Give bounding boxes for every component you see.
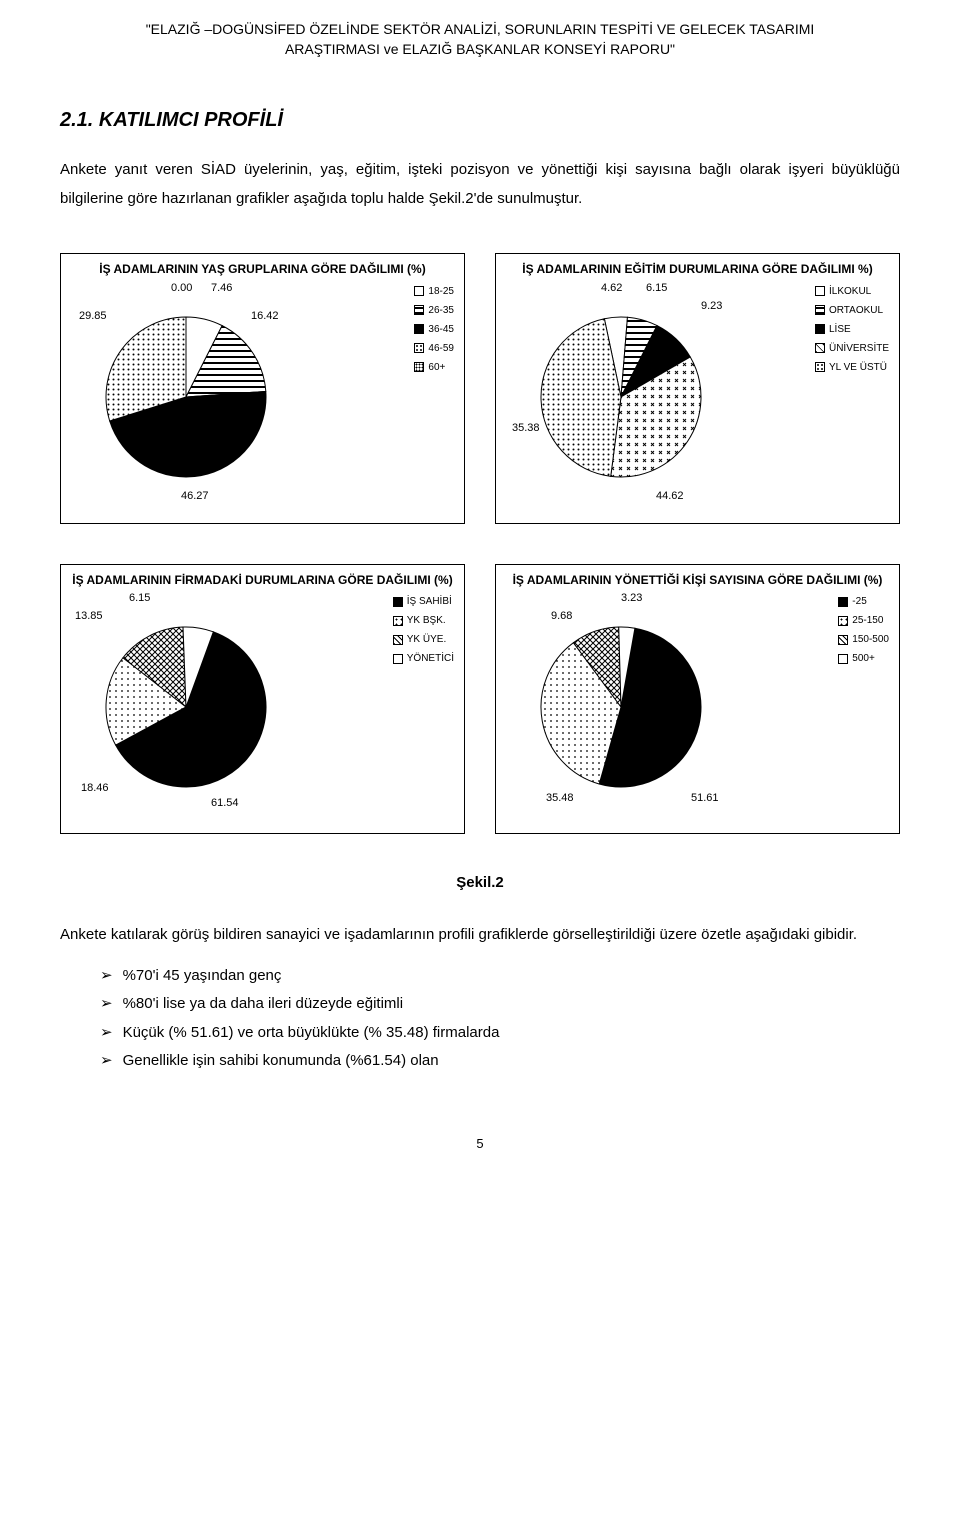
chart-edu: İŞ ADAMLARININ EĞİTİM DURUMLARINA GÖRE D…: [495, 253, 900, 524]
chart-age: İŞ ADAMLARININ YAŞ GRUPLARINA GÖRE DAĞIL…: [60, 253, 465, 524]
chart-edu-legend: İLKOKUL ORTAOKUL LİSE ÜNİVERSİTE YL VE Ü…: [815, 282, 889, 377]
chart-size-legend: -25 25-150 150-500 500+: [838, 592, 889, 668]
size-label-25-150: 35.48: [546, 792, 574, 804]
charts-row-2: İŞ ADAMLARININ FİRMADAKİ DURUMLARINA GÖR…: [60, 564, 900, 835]
chart-firm: İŞ ADAMLARININ FİRMADAKİ DURUMLARINA GÖR…: [60, 564, 465, 835]
edu-label-lise: 9.23: [701, 300, 722, 312]
page-number: 5: [60, 1136, 900, 1151]
bullet-2: %80'i lise ya da daha ileri düzeyde eğit…: [100, 990, 900, 1019]
chart-age-legend: 18-25 26-35 36-45 46-59 60+: [414, 282, 454, 377]
chart-size: İŞ ADAMLARININ YÖNETTİĞİ KİŞİ SAYISINA G…: [495, 564, 900, 835]
age-label-18-25: 7.46: [211, 282, 232, 294]
size-label-150-500: 9.68: [551, 610, 572, 622]
figure-label: Şekil.2: [60, 874, 900, 891]
charts-row-1: İŞ ADAMLARININ YAŞ GRUPLARINA GÖRE DAĞIL…: [60, 253, 900, 524]
header-line2: ARAŞTIRMASI ve ELAZIĞ BAŞKANLAR KONSEYİ …: [60, 40, 900, 60]
edu-label-ilk: 4.62: [601, 282, 622, 294]
header-line1: "ELAZIĞ –DOGÜNSİFED ÖZELİNDE SEKTÖR ANAL…: [60, 20, 900, 40]
bullet-1: %70'i 45 yaşından genç: [100, 962, 900, 991]
chart-firm-legend: İŞ SAHİBİ YK BŞK. YK ÜYE. YÖNETİCİ: [393, 592, 454, 668]
pie-size-svg: [506, 592, 736, 817]
chart-firm-title: İŞ ADAMLARININ FİRMADAKİ DURUMLARINA GÖR…: [71, 573, 454, 589]
summary-para: Ankete katılarak görüş bildiren sanayici…: [60, 921, 900, 950]
firm-label-ykuye: 13.85: [75, 610, 103, 622]
section-heading: 2.1. KATILIMCI PROFİLİ: [60, 109, 900, 132]
chart-age-title: İŞ ADAMLARININ YAŞ GRUPLARINA GÖRE DAĞIL…: [71, 262, 454, 278]
firm-label-sahip: 61.54: [211, 797, 239, 809]
size-label-25: 51.61: [691, 792, 719, 804]
summary-bullets: %70'i 45 yaşından genç %80'i lise ya da …: [60, 962, 900, 1076]
age-label-60plus: 0.00: [171, 282, 192, 294]
size-label-500: 3.23: [621, 592, 642, 604]
intro-paragraph: Ankete yanıt veren SİAD üyelerinin, yaş,…: [60, 156, 900, 213]
age-label-26-35: 16.42: [251, 310, 279, 322]
edu-label-yl: 44.62: [656, 490, 684, 502]
edu-label-uni: 35.38: [512, 422, 540, 434]
bullet-4: Genellikle işin sahibi konumunda (%61.54…: [100, 1047, 900, 1076]
age-label-46-59: 29.85: [79, 310, 107, 322]
pie-edu-svg: [506, 282, 736, 507]
firm-label-yon: 6.15: [129, 592, 150, 604]
bullet-3: Küçük (% 51.61) ve orta büyüklükte (% 35…: [100, 1019, 900, 1048]
chart-edu-title: İŞ ADAMLARININ EĞİTİM DURUMLARINA GÖRE D…: [506, 262, 889, 278]
firm-label-ykbsk: 18.46: [81, 782, 109, 794]
edu-label-orta: 6.15: [646, 282, 667, 294]
age-label-36-45: 46.27: [181, 490, 209, 502]
chart-size-title: İŞ ADAMLARININ YÖNETTİĞİ KİŞİ SAYISINA G…: [506, 573, 889, 589]
document-header: "ELAZIĞ –DOGÜNSİFED ÖZELİNDE SEKTÖR ANAL…: [60, 20, 900, 59]
